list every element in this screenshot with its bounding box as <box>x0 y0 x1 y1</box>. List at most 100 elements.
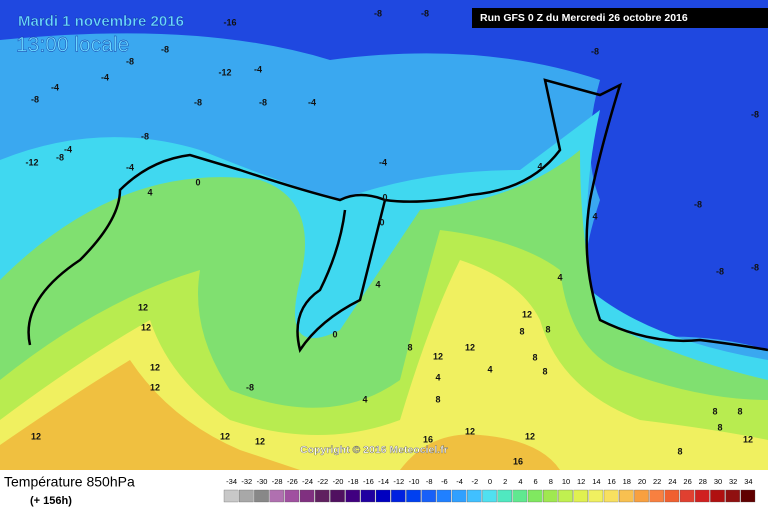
legend-swatch <box>512 489 528 503</box>
legend-label: -30 <box>257 477 268 486</box>
contour-label: 12 <box>31 431 41 441</box>
contour-label: 12 <box>150 382 160 392</box>
legend-label: -26 <box>287 477 298 486</box>
legend-swatch <box>375 489 391 503</box>
legend-label: 12 <box>577 477 585 486</box>
contour-label: 12 <box>465 342 475 352</box>
contour-label: 4 <box>362 394 367 404</box>
contour-label: 12 <box>465 426 475 436</box>
contour-label: 8 <box>737 406 742 416</box>
legend-label: -8 <box>426 477 433 486</box>
legend-swatch <box>710 489 725 503</box>
legend-label: 14 <box>592 477 600 486</box>
contour-label: 12 <box>220 431 230 441</box>
legend-label: -24 <box>302 477 313 486</box>
legend-swatch <box>497 489 512 503</box>
footer-title: Température 850hPa <box>4 474 135 490</box>
copyright: Copyright © 2016 Meteociel.fr <box>300 444 448 456</box>
legend-swatch <box>573 489 588 503</box>
temperature-zone <box>400 434 560 470</box>
legend-label: 24 <box>668 477 676 486</box>
legend-swatch <box>284 489 300 503</box>
contour-label: -8 <box>31 94 39 104</box>
legend-swatch <box>299 489 315 503</box>
footer-subtitle: (+ 156h) <box>30 495 72 507</box>
legend-swatch <box>588 489 604 503</box>
contour-label: 4 <box>435 372 440 382</box>
legend-swatch <box>239 489 254 503</box>
legend-label: 30 <box>714 477 722 486</box>
legend-swatch <box>269 489 284 503</box>
contour-label: -8 <box>751 262 759 272</box>
legend-swatch <box>254 489 269 503</box>
legend-swatch <box>619 489 634 503</box>
contour-label: 12 <box>522 309 532 319</box>
contour-label: 4 <box>487 364 492 374</box>
legend-swatch <box>482 489 497 503</box>
legend-label: 8 <box>549 477 553 486</box>
contour-label: 12 <box>433 351 443 361</box>
legend-swatch <box>679 489 695 503</box>
legend-label: -22 <box>317 477 328 486</box>
legend-swatch <box>421 489 436 503</box>
contour-label: 12 <box>255 436 265 446</box>
contour-label: -8 <box>141 131 149 141</box>
contour-label: -8 <box>751 109 759 119</box>
legend-swatch <box>725 489 740 503</box>
legend-swatch <box>527 489 543 503</box>
contour-label: -8 <box>259 97 267 107</box>
legend-label: 22 <box>653 477 661 486</box>
contour-label: 0 <box>195 177 200 187</box>
contour-label: -4 <box>51 82 59 92</box>
contour-label: -8 <box>126 56 134 66</box>
contour-label: 4 <box>557 272 562 282</box>
legend-swatch <box>603 489 619 503</box>
legend-label: -20 <box>333 477 344 486</box>
legend-swatch <box>649 489 664 503</box>
contour-label: -8 <box>716 266 724 276</box>
legend-label: 10 <box>562 477 570 486</box>
contour-label: -4 <box>379 157 387 167</box>
legend-swatch <box>664 489 680 503</box>
legend-label: -16 <box>363 477 374 486</box>
legend-swatch <box>391 489 406 503</box>
contour-label: -4 <box>101 72 109 82</box>
legend-label: -28 <box>272 477 283 486</box>
legend-label: 16 <box>607 477 615 486</box>
legend-label: 34 <box>744 477 752 486</box>
contour-label: 12 <box>525 431 535 441</box>
contour-label: 16 <box>423 434 433 444</box>
contour-label: -8 <box>374 8 382 18</box>
zero-contour <box>27 78 768 354</box>
contour-label: 12 <box>138 302 148 312</box>
contour-label: 8 <box>542 366 547 376</box>
run-box <box>472 8 768 28</box>
legend-label: -14 <box>378 477 389 486</box>
legend-label: 0 <box>488 477 492 486</box>
legend-label: 2 <box>503 477 507 486</box>
legend-label: -34 <box>226 477 237 486</box>
contour-label: 8 <box>435 394 440 404</box>
contour-label: -8 <box>421 8 429 18</box>
contour-label: -8 <box>246 382 254 392</box>
contour-label: -8 <box>194 97 202 107</box>
legend-label: 26 <box>683 477 691 486</box>
contour-label: 8 <box>407 342 412 352</box>
legend-swatch <box>406 489 421 503</box>
legend-swatch <box>740 489 756 503</box>
legend-label: -10 <box>409 477 420 486</box>
legend-label: -12 <box>393 477 404 486</box>
contour-label: -8 <box>591 46 599 56</box>
legend-swatch <box>223 489 239 503</box>
contour-label: 0 <box>382 192 387 202</box>
contour-label: 0 <box>379 217 384 227</box>
contour-label: -12 <box>218 67 231 77</box>
contour-label: 8 <box>677 446 682 456</box>
legend-label: -6 <box>441 477 448 486</box>
legend-label: -18 <box>348 477 359 486</box>
legend-label: -4 <box>456 477 463 486</box>
legend-label: 20 <box>638 477 646 486</box>
legend-label: 18 <box>623 477 631 486</box>
contour-label: 16 <box>513 456 523 466</box>
